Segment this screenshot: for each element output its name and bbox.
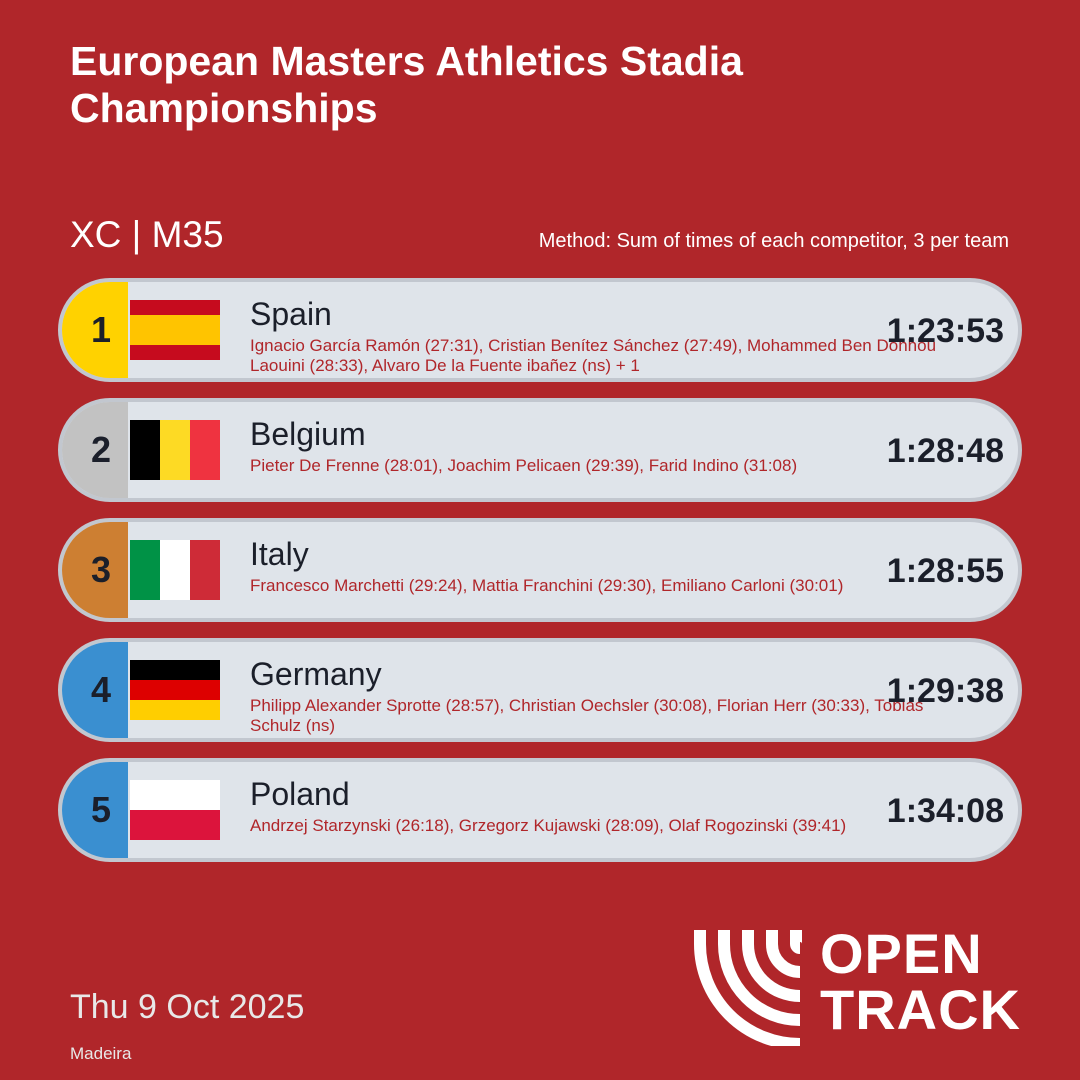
- flag-stripe: [130, 810, 220, 840]
- flag-stripe: [160, 540, 190, 600]
- rank-badge: 2: [62, 402, 128, 498]
- team-time: 1:28:48: [886, 432, 1004, 470]
- country-name: Belgium: [250, 416, 366, 452]
- country-name: Italy: [250, 536, 309, 572]
- flag-stripe: [130, 660, 220, 680]
- flag-stripe: [160, 420, 190, 480]
- team-members: Ignacio García Ramón (27:31), Cristian B…: [250, 336, 937, 375]
- country-name: Germany: [250, 656, 382, 692]
- flag-stripe: [130, 300, 220, 315]
- flag-stripe: [130, 699, 220, 720]
- country-name: Spain: [250, 296, 332, 332]
- event-location: Madeira: [70, 1044, 132, 1063]
- event-label: XC | M35: [70, 214, 224, 255]
- team-members: Andrzej Starzynski (26:18), Grzegorz Kuj…: [250, 816, 847, 835]
- italy-flag: [130, 540, 220, 600]
- rank-badge: 1: [62, 282, 128, 378]
- rank-badge: 3: [62, 522, 128, 618]
- result-row: 4 Germany Philipp Alexander Sprotte (28:57…: [58, 638, 1022, 742]
- results-list: 1 Spain Ignacio García Ramón (27:31), Cris…: [58, 278, 1022, 878]
- team-time: 1:29:38: [886, 672, 1004, 710]
- flag-stripe: [190, 420, 220, 480]
- flag-stripe: [130, 540, 160, 600]
- belgium-flag: [130, 420, 220, 480]
- germany-flag: [130, 660, 220, 720]
- flag-stripe: [130, 315, 220, 330]
- team-time: 1:28:55: [886, 552, 1004, 590]
- flag-stripe: [130, 330, 220, 345]
- result-row: 3 Italy Francesco Marchetti (29:24), Matti…: [58, 518, 1022, 622]
- team-time: 1:34:08: [886, 792, 1004, 830]
- opentrack-arc-icon: [694, 930, 803, 1046]
- rank-badge: 5: [62, 762, 128, 858]
- team-time: 1:23:53: [886, 312, 1004, 350]
- team-members: Francesco Marchetti (29:24), Mattia Fran…: [250, 576, 844, 595]
- team-members: Philipp Alexander Sprotte (28:57), Chris…: [250, 696, 924, 735]
- flag-stripe: [130, 345, 220, 360]
- flag-stripe: [130, 780, 220, 810]
- poland-flag: [130, 780, 220, 840]
- flag-stripe: [130, 679, 220, 700]
- logo-line-1: OPEN: [820, 922, 983, 985]
- opentrack-logo-text: OPEN TRACK: [820, 926, 1021, 1038]
- team-members: Pieter De Frenne (28:01), Joachim Pelica…: [250, 456, 798, 475]
- result-row: 2 Belgium Pieter De Frenne (28:01), Joachi…: [58, 398, 1022, 502]
- rank-badge: 4: [62, 642, 128, 738]
- method-note: Method: Sum of times of each competitor,…: [538, 230, 1009, 252]
- country-name: Poland: [250, 776, 350, 812]
- flag-stripe: [190, 540, 220, 600]
- flag-stripe: [130, 420, 160, 480]
- result-row: 1 Spain Ignacio García Ramón (27:31), Cris…: [58, 278, 1022, 382]
- page-title: European Masters Athletics Stadia Champi…: [70, 38, 743, 131]
- logo-line-2: TRACK: [820, 978, 1021, 1041]
- result-row: 5 Poland Andrzej Starzynski (26:18), Grzeg…: [58, 758, 1022, 862]
- spain-flag: [130, 300, 220, 360]
- event-date: Thu 9 Oct 2025: [70, 988, 305, 1026]
